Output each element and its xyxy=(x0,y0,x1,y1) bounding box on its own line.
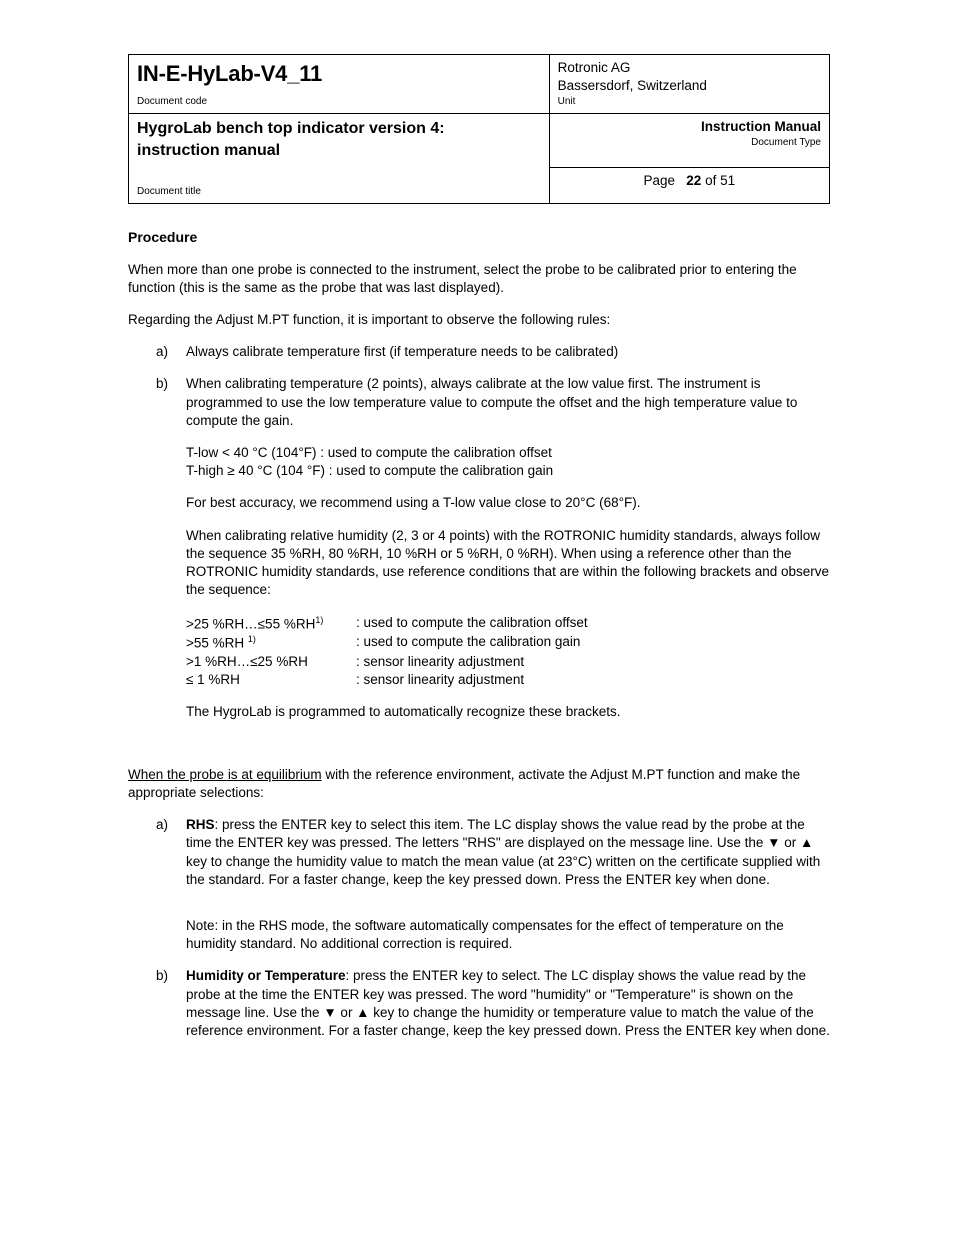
procedure-heading: Procedure xyxy=(128,228,830,247)
bracket-desc-3: : sensor linearity adjustment xyxy=(356,653,830,671)
document-code-label: Document code xyxy=(137,95,541,109)
intro-paragraph-2: Regarding the Adjust M.PT function, it i… xyxy=(128,311,830,329)
rule-item-a: Always calibrate temperature first (if t… xyxy=(128,343,830,361)
bracket-row-1: >25 %RH…≤55 %RH1) : used to compute the … xyxy=(186,614,830,634)
rhs-text: : press the ENTER key to select this ite… xyxy=(186,817,820,887)
selection-item-a: RHS: press the ENTER key to select this … xyxy=(128,816,830,953)
rules-list: Always calibrate temperature first (if t… xyxy=(128,343,830,430)
header-doccode-cell: IN-E-HyLab-V4_11 Document code xyxy=(129,55,550,114)
header-company-cell: Rotronic AG Bassersdorf, Switzerland Uni… xyxy=(549,55,829,114)
document-header-table: IN-E-HyLab-V4_11 Document code Rotronic … xyxy=(128,54,830,204)
rhs-note: Note: in the RHS mode, the software auto… xyxy=(186,917,830,953)
t-low-line: T-low < 40 °C (104°F) : used to compute … xyxy=(186,444,830,462)
bracket-range-2: >55 %RH 1) xyxy=(186,633,356,653)
rh-sequence-paragraph: When calibrating relative humidity (2, 3… xyxy=(186,527,830,600)
intro-paragraph-1: When more than one probe is connected to… xyxy=(128,261,830,297)
company-line1: Rotronic AG xyxy=(558,59,821,77)
bracket-range-2-text: >55 %RH xyxy=(186,636,244,651)
bracket-range-4: ≤ 1 %RH xyxy=(186,671,356,689)
page-current: 22 xyxy=(686,173,701,188)
document-code: IN-E-HyLab-V4_11 xyxy=(137,59,541,89)
page-word: Page xyxy=(643,173,675,188)
bracket-row-4: ≤ 1 %RH : sensor linearity adjustment xyxy=(186,671,830,689)
bracket-range-3: >1 %RH…≤25 %RH xyxy=(186,653,356,671)
doc-type: Instruction Manual xyxy=(558,118,821,136)
bracket-range-1-text: >25 %RH…≤55 %RH xyxy=(186,616,315,631)
rhs-block: RHS: press the ENTER key to select this … xyxy=(186,816,830,889)
bracket-desc-4: : sensor linearity adjustment xyxy=(356,671,830,689)
selection-list: RHS: press the ENTER key to select this … xyxy=(128,816,830,1040)
spacer xyxy=(186,903,830,917)
best-accuracy-line: For best accuracy, we recommend using a … xyxy=(186,494,830,512)
auto-recognize-line: The HygroLab is programmed to automatica… xyxy=(186,703,830,721)
document-title-line2: instruction manual xyxy=(137,140,541,162)
page-of: of 51 xyxy=(705,173,735,188)
header-doctitle-cell: HygroLab bench top indicator version 4: … xyxy=(129,113,550,203)
rhs-label: RHS xyxy=(186,817,215,832)
bracket-sup-1: 1) xyxy=(315,615,323,625)
bracket-row-2: >55 %RH 1) : used to compute the calibra… xyxy=(186,633,830,653)
bracket-desc-1: : used to compute the calibration offset xyxy=(356,614,830,634)
bracket-row-3: >1 %RH…≤25 %RH : sensor linearity adjust… xyxy=(186,653,830,671)
header-page-cell: Page 22 of 51 xyxy=(549,167,829,203)
spacer xyxy=(128,736,830,766)
document-page: IN-E-HyLab-V4_11 Document code Rotronic … xyxy=(0,0,954,1235)
t-high-line: T-high ≥ 40 °C (104 °F) : used to comput… xyxy=(186,462,830,480)
unit-label: Unit xyxy=(558,95,821,109)
rule-a-text: Always calibrate temperature first (if t… xyxy=(186,344,618,359)
rh-bracket-table: >25 %RH…≤55 %RH1) : used to compute the … xyxy=(186,614,830,690)
equilibrium-paragraph: When the probe is at equilibrium with th… xyxy=(128,766,830,802)
equilibrium-underlined: When the probe is at equilibrium xyxy=(128,767,322,782)
document-body: Procedure When more than one probe is co… xyxy=(128,228,830,1041)
document-title-line1: HygroLab bench top indicator version 4: xyxy=(137,118,541,140)
rule-item-b: When calibrating temperature (2 points),… xyxy=(128,375,830,430)
document-title-label: Document title xyxy=(137,185,541,199)
header-doctype-cell: Instruction Manual Document Type xyxy=(549,113,829,167)
company-line2: Bassersdorf, Switzerland xyxy=(558,77,821,95)
bracket-desc-2: : used to compute the calibration gain xyxy=(356,633,830,653)
temp-bracket-block: T-low < 40 °C (104°F) : used to compute … xyxy=(186,444,830,480)
rule-b-intro: When calibrating temperature (2 points),… xyxy=(186,376,797,427)
bracket-range-1: >25 %RH…≤55 %RH1) xyxy=(186,614,356,634)
bracket-sup-2: 1) xyxy=(248,634,256,644)
page-number: Page 22 of 51 xyxy=(558,172,821,190)
doc-type-label: Document Type xyxy=(558,136,821,150)
humidity-temp-label: Humidity or Temperature xyxy=(186,968,346,983)
selection-item-b: Humidity or Temperature: press the ENTER… xyxy=(128,967,830,1040)
